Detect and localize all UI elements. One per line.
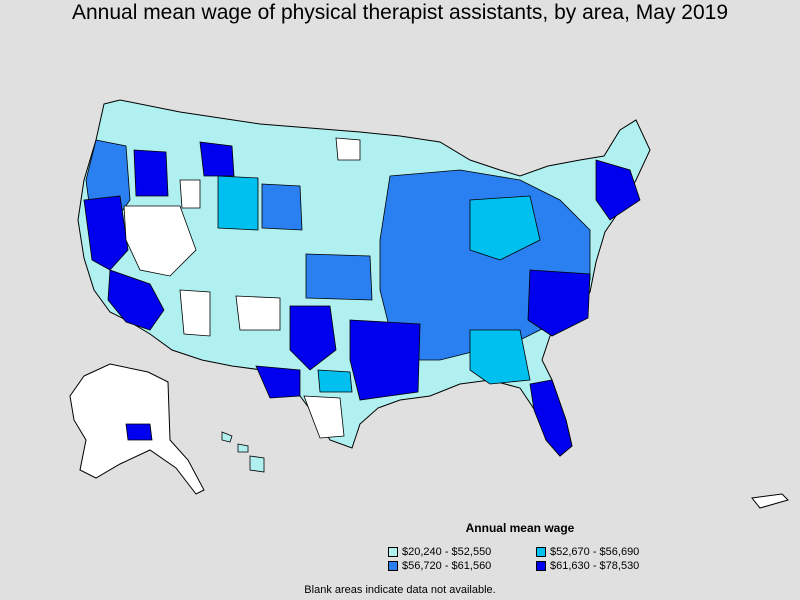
- region-west-texas[interactable]: [317, 369, 353, 393]
- region-nevada-utah-nodata[interactable]: [123, 205, 197, 277]
- legend-label-3: $56,720 - $61,560: [402, 560, 492, 572]
- legend-item-4: $61,630 - $78,530: [536, 560, 639, 572]
- region-texas-south-nodata[interactable]: [303, 395, 345, 439]
- legend-swatch-1: [388, 547, 398, 557]
- region-idaho-nodata[interactable]: [179, 179, 201, 209]
- region-central-washington[interactable]: [133, 149, 169, 197]
- region-montana-west[interactable]: [199, 141, 235, 177]
- legend-swatch-2: [536, 547, 546, 557]
- region-wyoming[interactable]: [217, 175, 259, 231]
- region-dakotas-nodata[interactable]: [335, 137, 361, 161]
- legend-label-4: $61,630 - $78,530: [550, 560, 640, 572]
- region-colorado-east[interactable]: [261, 183, 303, 231]
- region-florida[interactable]: [529, 379, 573, 457]
- legend-label-2: $52,670 - $56,690: [550, 546, 640, 558]
- region-carolinas[interactable]: [527, 269, 591, 337]
- region-new-england[interactable]: [595, 159, 641, 221]
- region-arizona-nodata[interactable]: [179, 289, 211, 337]
- region-georgia[interactable]: [469, 329, 531, 385]
- legend-title: Annual mean wage: [465, 521, 575, 535]
- legend-item-3: $56,720 - $61,560: [388, 560, 491, 572]
- legend-item-1: $20,240 - $52,550: [388, 546, 491, 558]
- legend-swatch-3: [388, 561, 398, 571]
- region-kansas[interactable]: [305, 253, 373, 301]
- puerto-rico-region[interactable]: [751, 493, 789, 509]
- region-southern-california[interactable]: [107, 269, 165, 331]
- region-texas-central[interactable]: [289, 305, 337, 371]
- legend-label-1: $20,240 - $52,550: [402, 546, 492, 558]
- legend-swatch-4: [536, 561, 546, 571]
- region-ohio-valley[interactable]: [469, 195, 541, 261]
- region-new-mexico-nodata[interactable]: [235, 295, 281, 331]
- region-south-texas[interactable]: [255, 365, 301, 399]
- hawaii-region[interactable]: [221, 431, 265, 473]
- legend-item-2: $52,670 - $56,690: [536, 546, 639, 558]
- alaska-anchorage-region[interactable]: [125, 423, 153, 441]
- map-title: Annual mean wage of physical therapist a…: [71, 1, 729, 24]
- region-northern-california[interactable]: [83, 195, 129, 271]
- blank-areas-note: Blank areas indicate data not available.: [304, 584, 496, 596]
- region-louisiana-arkansas[interactable]: [349, 319, 421, 401]
